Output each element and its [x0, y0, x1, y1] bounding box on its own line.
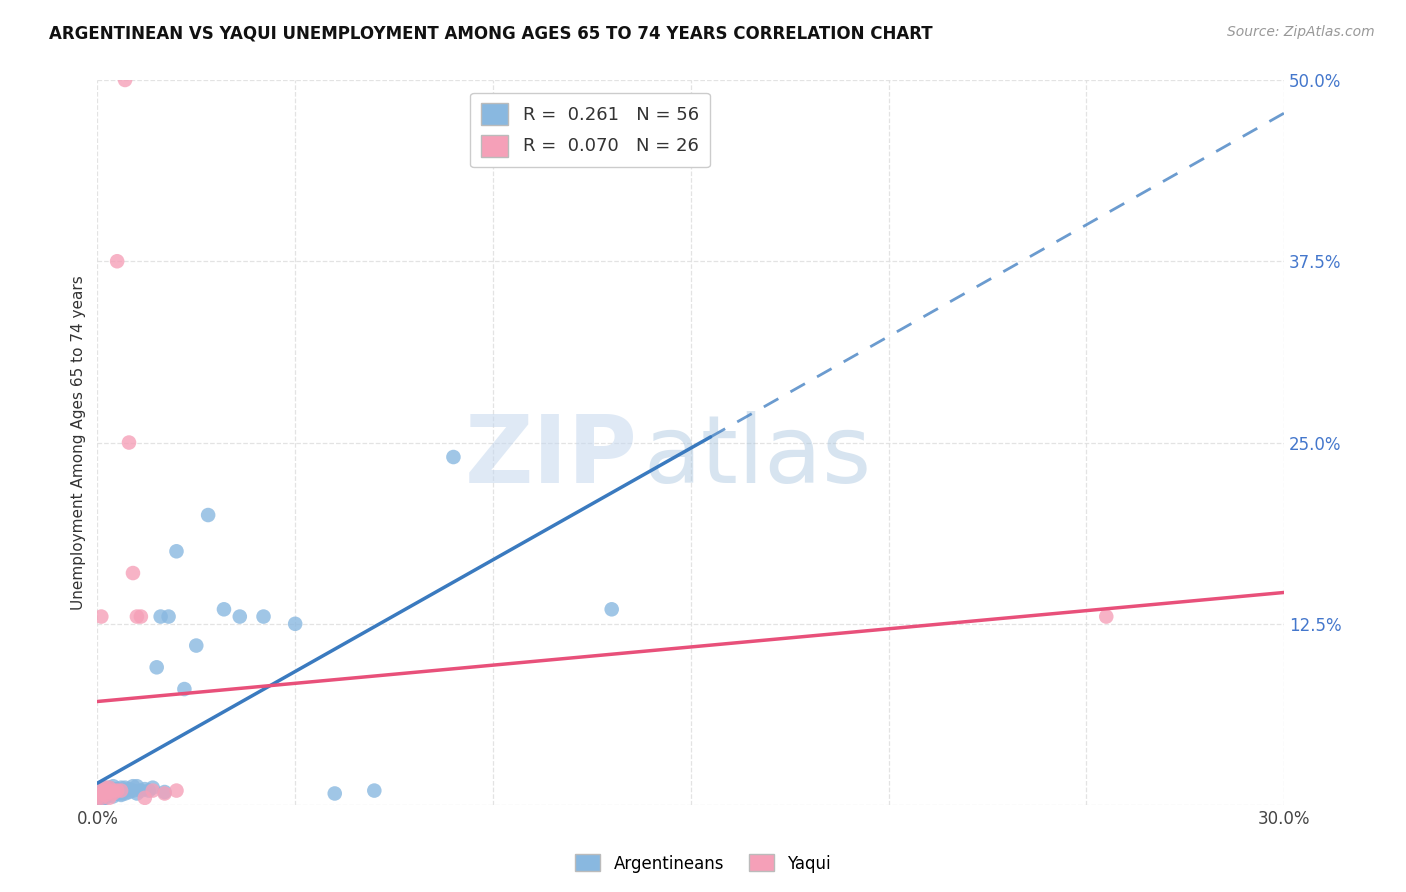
- Point: [94, 790, 117, 805]
- Point: [90, 790, 112, 805]
- Point: [86, 795, 108, 809]
- Point: [122, 783, 145, 797]
- Point: [157, 609, 180, 624]
- Point: [101, 787, 124, 801]
- Point: [94, 783, 117, 797]
- Point: [114, 780, 136, 795]
- Point: [284, 616, 307, 631]
- Point: [166, 783, 188, 797]
- Point: [90, 789, 112, 804]
- Point: [86, 790, 108, 805]
- Point: [1095, 609, 1118, 624]
- Point: [125, 779, 148, 793]
- Point: [118, 435, 141, 450]
- Point: [134, 790, 156, 805]
- Point: [118, 782, 141, 797]
- Point: [110, 788, 132, 802]
- Point: [129, 783, 152, 797]
- Point: [145, 660, 167, 674]
- Point: [110, 783, 132, 797]
- Point: [101, 782, 124, 797]
- Point: [90, 609, 112, 624]
- Point: [197, 508, 219, 522]
- Text: ARGENTINEAN VS YAQUI UNEMPLOYMENT AMONG AGES 65 TO 74 YEARS CORRELATION CHART: ARGENTINEAN VS YAQUI UNEMPLOYMENT AMONG …: [49, 25, 932, 43]
- Point: [98, 788, 121, 802]
- Point: [90, 783, 112, 797]
- Point: [600, 602, 623, 616]
- Point: [114, 783, 136, 797]
- Point: [153, 787, 176, 801]
- Point: [323, 787, 346, 801]
- Point: [101, 783, 124, 797]
- Point: [105, 785, 128, 799]
- Point: [94, 780, 117, 795]
- Text: Source: ZipAtlas.com: Source: ZipAtlas.com: [1227, 25, 1375, 39]
- Point: [94, 780, 117, 795]
- Point: [105, 787, 128, 801]
- Point: [90, 794, 112, 808]
- Point: [94, 783, 117, 797]
- Point: [443, 450, 465, 464]
- Point: [90, 787, 112, 801]
- Point: [363, 783, 385, 797]
- Point: [98, 780, 121, 795]
- Point: [212, 602, 235, 616]
- Point: [101, 785, 124, 799]
- Point: [173, 681, 195, 696]
- Point: [125, 609, 148, 624]
- Point: [129, 609, 152, 624]
- Point: [153, 785, 176, 799]
- Point: [142, 780, 165, 795]
- Point: [90, 792, 112, 806]
- Y-axis label: Unemployment Among Ages 65 to 74 years: Unemployment Among Ages 65 to 74 years: [72, 275, 86, 610]
- Point: [134, 782, 156, 797]
- Point: [98, 783, 121, 797]
- Point: [101, 779, 124, 793]
- Point: [105, 782, 128, 797]
- Point: [94, 788, 117, 802]
- Point: [98, 790, 121, 805]
- Point: [105, 254, 128, 268]
- Point: [105, 783, 128, 797]
- Point: [98, 785, 121, 799]
- Point: [114, 787, 136, 801]
- Point: [142, 783, 165, 797]
- Point: [149, 609, 172, 624]
- Legend: Argentineans, Yaqui: Argentineans, Yaqui: [568, 847, 838, 880]
- Point: [166, 544, 188, 558]
- Text: ZIP: ZIP: [464, 411, 637, 503]
- Point: [229, 609, 252, 624]
- Point: [98, 780, 121, 795]
- Point: [110, 783, 132, 797]
- Point: [186, 639, 208, 653]
- Point: [90, 783, 112, 797]
- Point: [118, 785, 141, 799]
- Point: [110, 780, 132, 795]
- Point: [110, 787, 132, 801]
- Point: [252, 609, 274, 624]
- Point: [122, 779, 145, 793]
- Legend: R =  0.261   N = 56, R =  0.070   N = 26: R = 0.261 N = 56, R = 0.070 N = 26: [470, 93, 710, 168]
- Point: [101, 789, 124, 804]
- Point: [114, 73, 136, 87]
- Point: [125, 787, 148, 801]
- Point: [90, 790, 112, 805]
- Point: [94, 788, 117, 802]
- Point: [94, 787, 117, 801]
- Point: [138, 783, 160, 797]
- Point: [90, 787, 112, 801]
- Point: [98, 787, 121, 801]
- Text: atlas: atlas: [644, 411, 872, 503]
- Point: [122, 566, 145, 580]
